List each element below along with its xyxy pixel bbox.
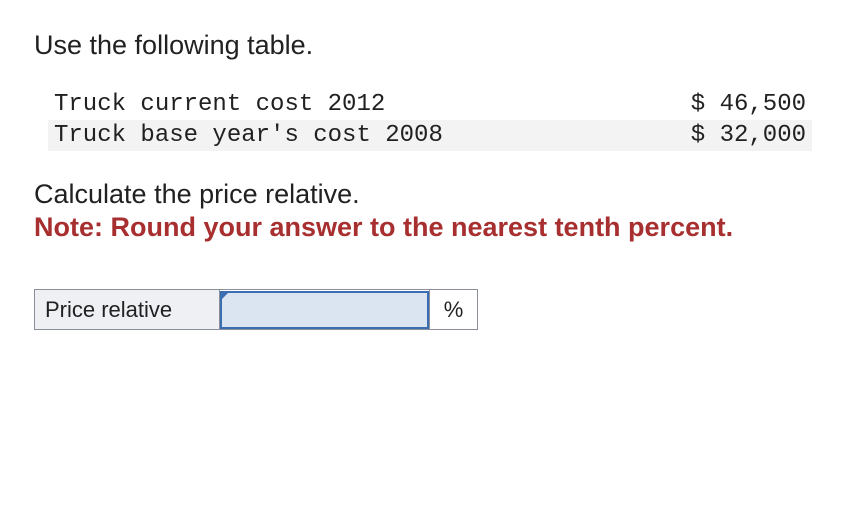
cost-label-2012: Truck current cost 2012 bbox=[54, 91, 646, 118]
cost-value-2008: $ 32,000 bbox=[646, 122, 806, 149]
answer-label: Price relative bbox=[35, 290, 220, 330]
table-row: Truck base year's cost 2008 $ 32,000 bbox=[48, 120, 812, 151]
question-text: Calculate the price relative. bbox=[34, 179, 826, 210]
answer-table: Price relative % bbox=[34, 289, 478, 330]
answer-unit: % bbox=[430, 290, 478, 330]
rounding-note: Note: Round your answer to the nearest t… bbox=[34, 212, 826, 243]
price-relative-input[interactable] bbox=[220, 291, 429, 329]
cost-table: Truck current cost 2012 $ 46,500 Truck b… bbox=[48, 89, 812, 151]
cost-label-2008: Truck base year's cost 2008 bbox=[54, 122, 646, 149]
instruction-text: Use the following table. bbox=[34, 30, 826, 61]
cost-value-2012: $ 46,500 bbox=[646, 91, 806, 118]
table-row: Truck current cost 2012 $ 46,500 bbox=[48, 89, 812, 120]
